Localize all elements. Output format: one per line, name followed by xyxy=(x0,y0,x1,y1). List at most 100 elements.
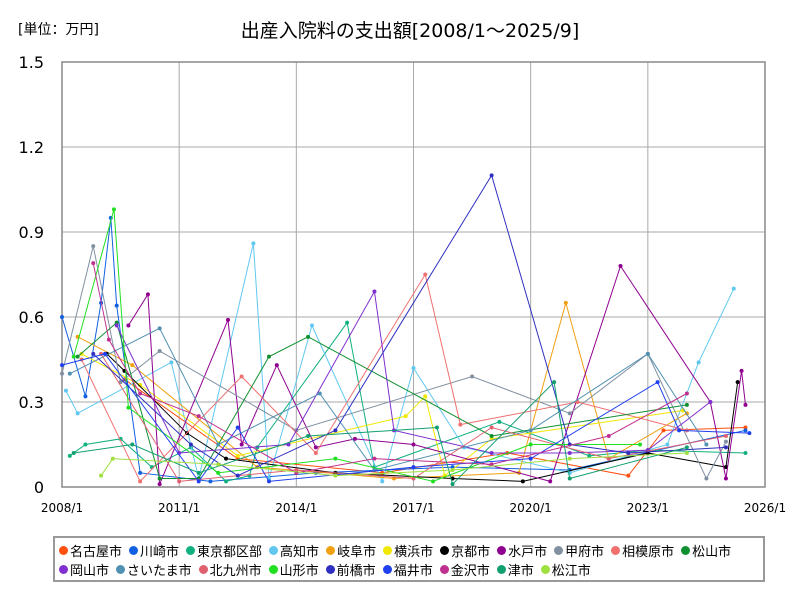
legend-label: 金沢市 xyxy=(450,564,490,579)
y-tick-label: 0.6 xyxy=(19,308,44,327)
data-point xyxy=(380,479,385,484)
y-tick-label: 0.9 xyxy=(19,223,44,242)
data-point xyxy=(372,456,377,461)
legend-marker-icon xyxy=(269,546,279,555)
legend-item: 名古屋市 xyxy=(59,541,122,560)
x-tick-label: 2017/1 xyxy=(392,501,434,515)
series-line-17 xyxy=(92,263,688,474)
x-tick-label: 2011/1 xyxy=(158,501,200,515)
data-point xyxy=(450,468,455,472)
data-point xyxy=(138,391,143,396)
legend-marker-icon xyxy=(129,546,139,555)
series-line-14 xyxy=(73,209,641,482)
data-point xyxy=(489,173,494,178)
data-point xyxy=(239,374,244,379)
data-point xyxy=(196,479,201,484)
data-point xyxy=(60,371,64,376)
data-point xyxy=(83,442,88,447)
data-point xyxy=(157,482,162,487)
data-point xyxy=(126,405,131,410)
series-line-1 xyxy=(61,217,746,482)
data-point xyxy=(747,431,752,436)
legend-marker-icon xyxy=(497,546,507,555)
data-point xyxy=(567,476,572,481)
data-point xyxy=(177,479,182,484)
data-point xyxy=(489,434,494,438)
unit-label: [単位：万円] xyxy=(18,22,99,38)
legend-item: 松山市 xyxy=(681,541,731,560)
legend-label: 北九州市 xyxy=(209,564,262,579)
data-point xyxy=(677,428,682,433)
legend-item: 川崎市 xyxy=(129,541,179,560)
data-point xyxy=(169,360,174,365)
legend-marker-icon xyxy=(116,565,126,574)
data-point xyxy=(723,476,728,481)
legend-marker-icon xyxy=(611,546,621,555)
data-point xyxy=(157,349,162,353)
data-point xyxy=(266,479,271,484)
data-point xyxy=(83,394,88,399)
x-tick-label: 2023/1 xyxy=(627,501,669,515)
data-point xyxy=(126,323,131,328)
data-point xyxy=(216,442,221,447)
data-point xyxy=(743,451,748,455)
data-point xyxy=(552,380,557,385)
data-point xyxy=(575,400,580,404)
data-point xyxy=(520,479,525,484)
data-point xyxy=(497,419,502,424)
data-point xyxy=(567,456,572,461)
data-point xyxy=(196,470,201,475)
data-point xyxy=(708,400,713,404)
data-point xyxy=(235,453,240,458)
chart-title: 出産入院料の支出額[2008/1～2025/9] xyxy=(240,20,580,42)
data-point xyxy=(145,292,150,297)
data-point xyxy=(251,241,256,246)
data-point xyxy=(665,442,670,447)
data-point xyxy=(138,479,143,484)
data-point xyxy=(114,323,119,328)
x-tick-label: 2008/1 xyxy=(41,501,83,515)
legend-label: 京都市 xyxy=(451,545,491,560)
data-point xyxy=(563,300,568,305)
legend-item: 前橋市 xyxy=(325,560,376,579)
legend-label: さいたま市 xyxy=(127,564,192,579)
legend-label: 高知市 xyxy=(280,545,320,560)
data-point xyxy=(423,272,428,277)
legend-item: 東京都区部 xyxy=(186,541,262,560)
data-point xyxy=(411,366,416,370)
legend-label: 横浜市 xyxy=(394,545,434,560)
data-point xyxy=(333,456,338,461)
legend-item: 水戸市 xyxy=(497,541,547,560)
data-point xyxy=(91,244,96,249)
legend-label: 津市 xyxy=(507,564,534,579)
data-point xyxy=(618,264,623,268)
x-tick-label: 2014/1 xyxy=(275,501,317,515)
data-point xyxy=(606,434,611,438)
data-point xyxy=(60,363,64,368)
y-tick-label: 0.3 xyxy=(19,393,44,412)
data-point xyxy=(75,354,80,359)
data-point xyxy=(239,442,244,447)
data-point xyxy=(286,442,291,447)
data-point xyxy=(696,360,701,365)
plot-frame xyxy=(61,61,766,488)
data-point xyxy=(739,368,744,373)
data-point xyxy=(99,473,104,478)
data-point xyxy=(309,323,314,328)
data-point xyxy=(626,473,631,478)
series-line-8 xyxy=(61,246,727,480)
data-point xyxy=(645,351,650,356)
legend-label: 福井市 xyxy=(393,564,433,579)
data-point xyxy=(306,434,311,438)
legend-label: 川崎市 xyxy=(140,545,180,560)
data-point xyxy=(130,442,135,447)
data-point xyxy=(528,428,533,433)
legend-marker-icon xyxy=(440,546,450,555)
legend-item: 津市 xyxy=(496,560,534,579)
data-point xyxy=(489,425,494,430)
legend-marker-icon xyxy=(325,565,335,574)
legend-item: 相模原市 xyxy=(611,541,674,560)
data-point xyxy=(489,462,494,467)
data-point xyxy=(114,303,119,308)
